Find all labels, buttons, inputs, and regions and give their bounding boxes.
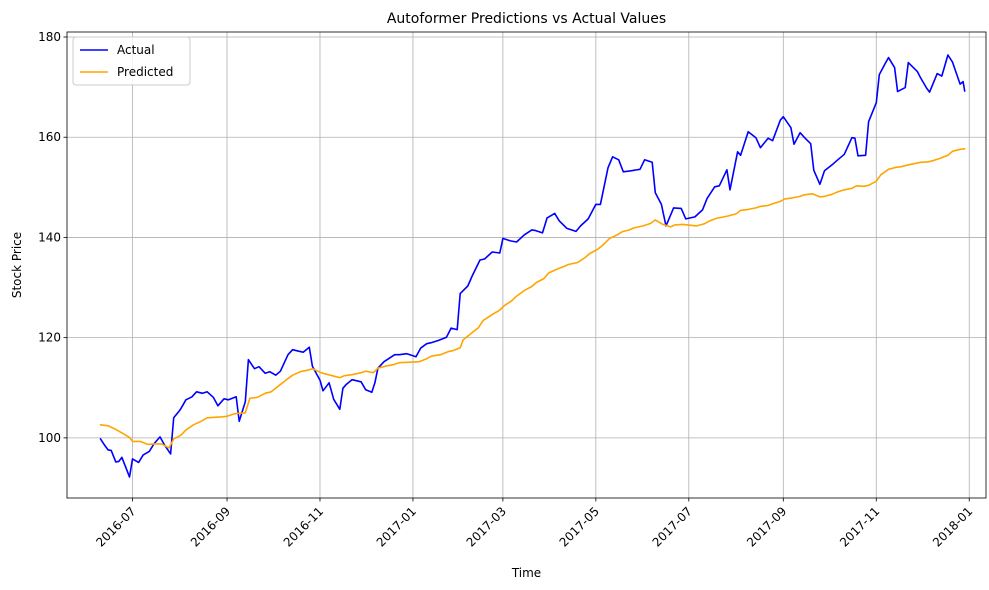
legend-label-predicted: Predicted <box>117 65 173 79</box>
grid <box>67 32 986 498</box>
legend: Actual Predicted <box>72 36 191 86</box>
series-line-predicted <box>99 148 966 449</box>
x-axis-label: Time <box>511 566 541 580</box>
y-tick-label: 140 <box>38 230 61 244</box>
y-tick-label: 180 <box>38 30 61 44</box>
plot-frame <box>66 31 987 499</box>
legend-label-actual: Actual <box>117 43 155 57</box>
legend-box <box>72 36 191 86</box>
y-axis: 100 120 140 160 180 <box>38 30 67 445</box>
series-line-actual <box>99 54 966 478</box>
y-tick-label: 100 <box>38 431 61 445</box>
y-axis-label: Stock Price <box>10 232 24 298</box>
series-layer <box>99 54 966 478</box>
chart-title: Autoformer Predictions vs Actual Values <box>387 11 666 27</box>
y-tick-label: 120 <box>38 331 61 345</box>
y-tick-label: 160 <box>38 130 61 144</box>
